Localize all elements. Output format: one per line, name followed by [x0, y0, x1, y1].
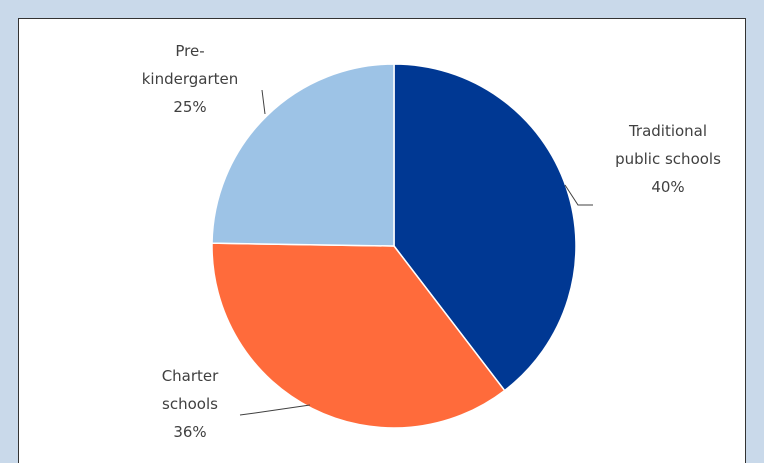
value-label: 40%	[651, 178, 684, 196]
label-line: Pre-	[175, 42, 204, 60]
leader-line	[564, 184, 593, 206]
leader-line	[239, 404, 311, 416]
leader-line	[261, 89, 266, 115]
value-label: 36%	[173, 423, 206, 441]
label-line: public schools	[615, 150, 721, 168]
label-line: kindergarten	[142, 70, 239, 88]
label-line: Charter	[162, 367, 219, 385]
pie-slice	[211, 63, 395, 247]
category-label: Traditional public schools	[615, 122, 721, 168]
label-line: schools	[162, 395, 218, 413]
pie-slice	[211, 242, 506, 429]
value-label: 25%	[173, 98, 206, 116]
label-line: Traditional	[628, 122, 707, 140]
category-label: Charter schools	[162, 367, 219, 413]
category-label: Pre-kindergarten	[142, 42, 239, 88]
